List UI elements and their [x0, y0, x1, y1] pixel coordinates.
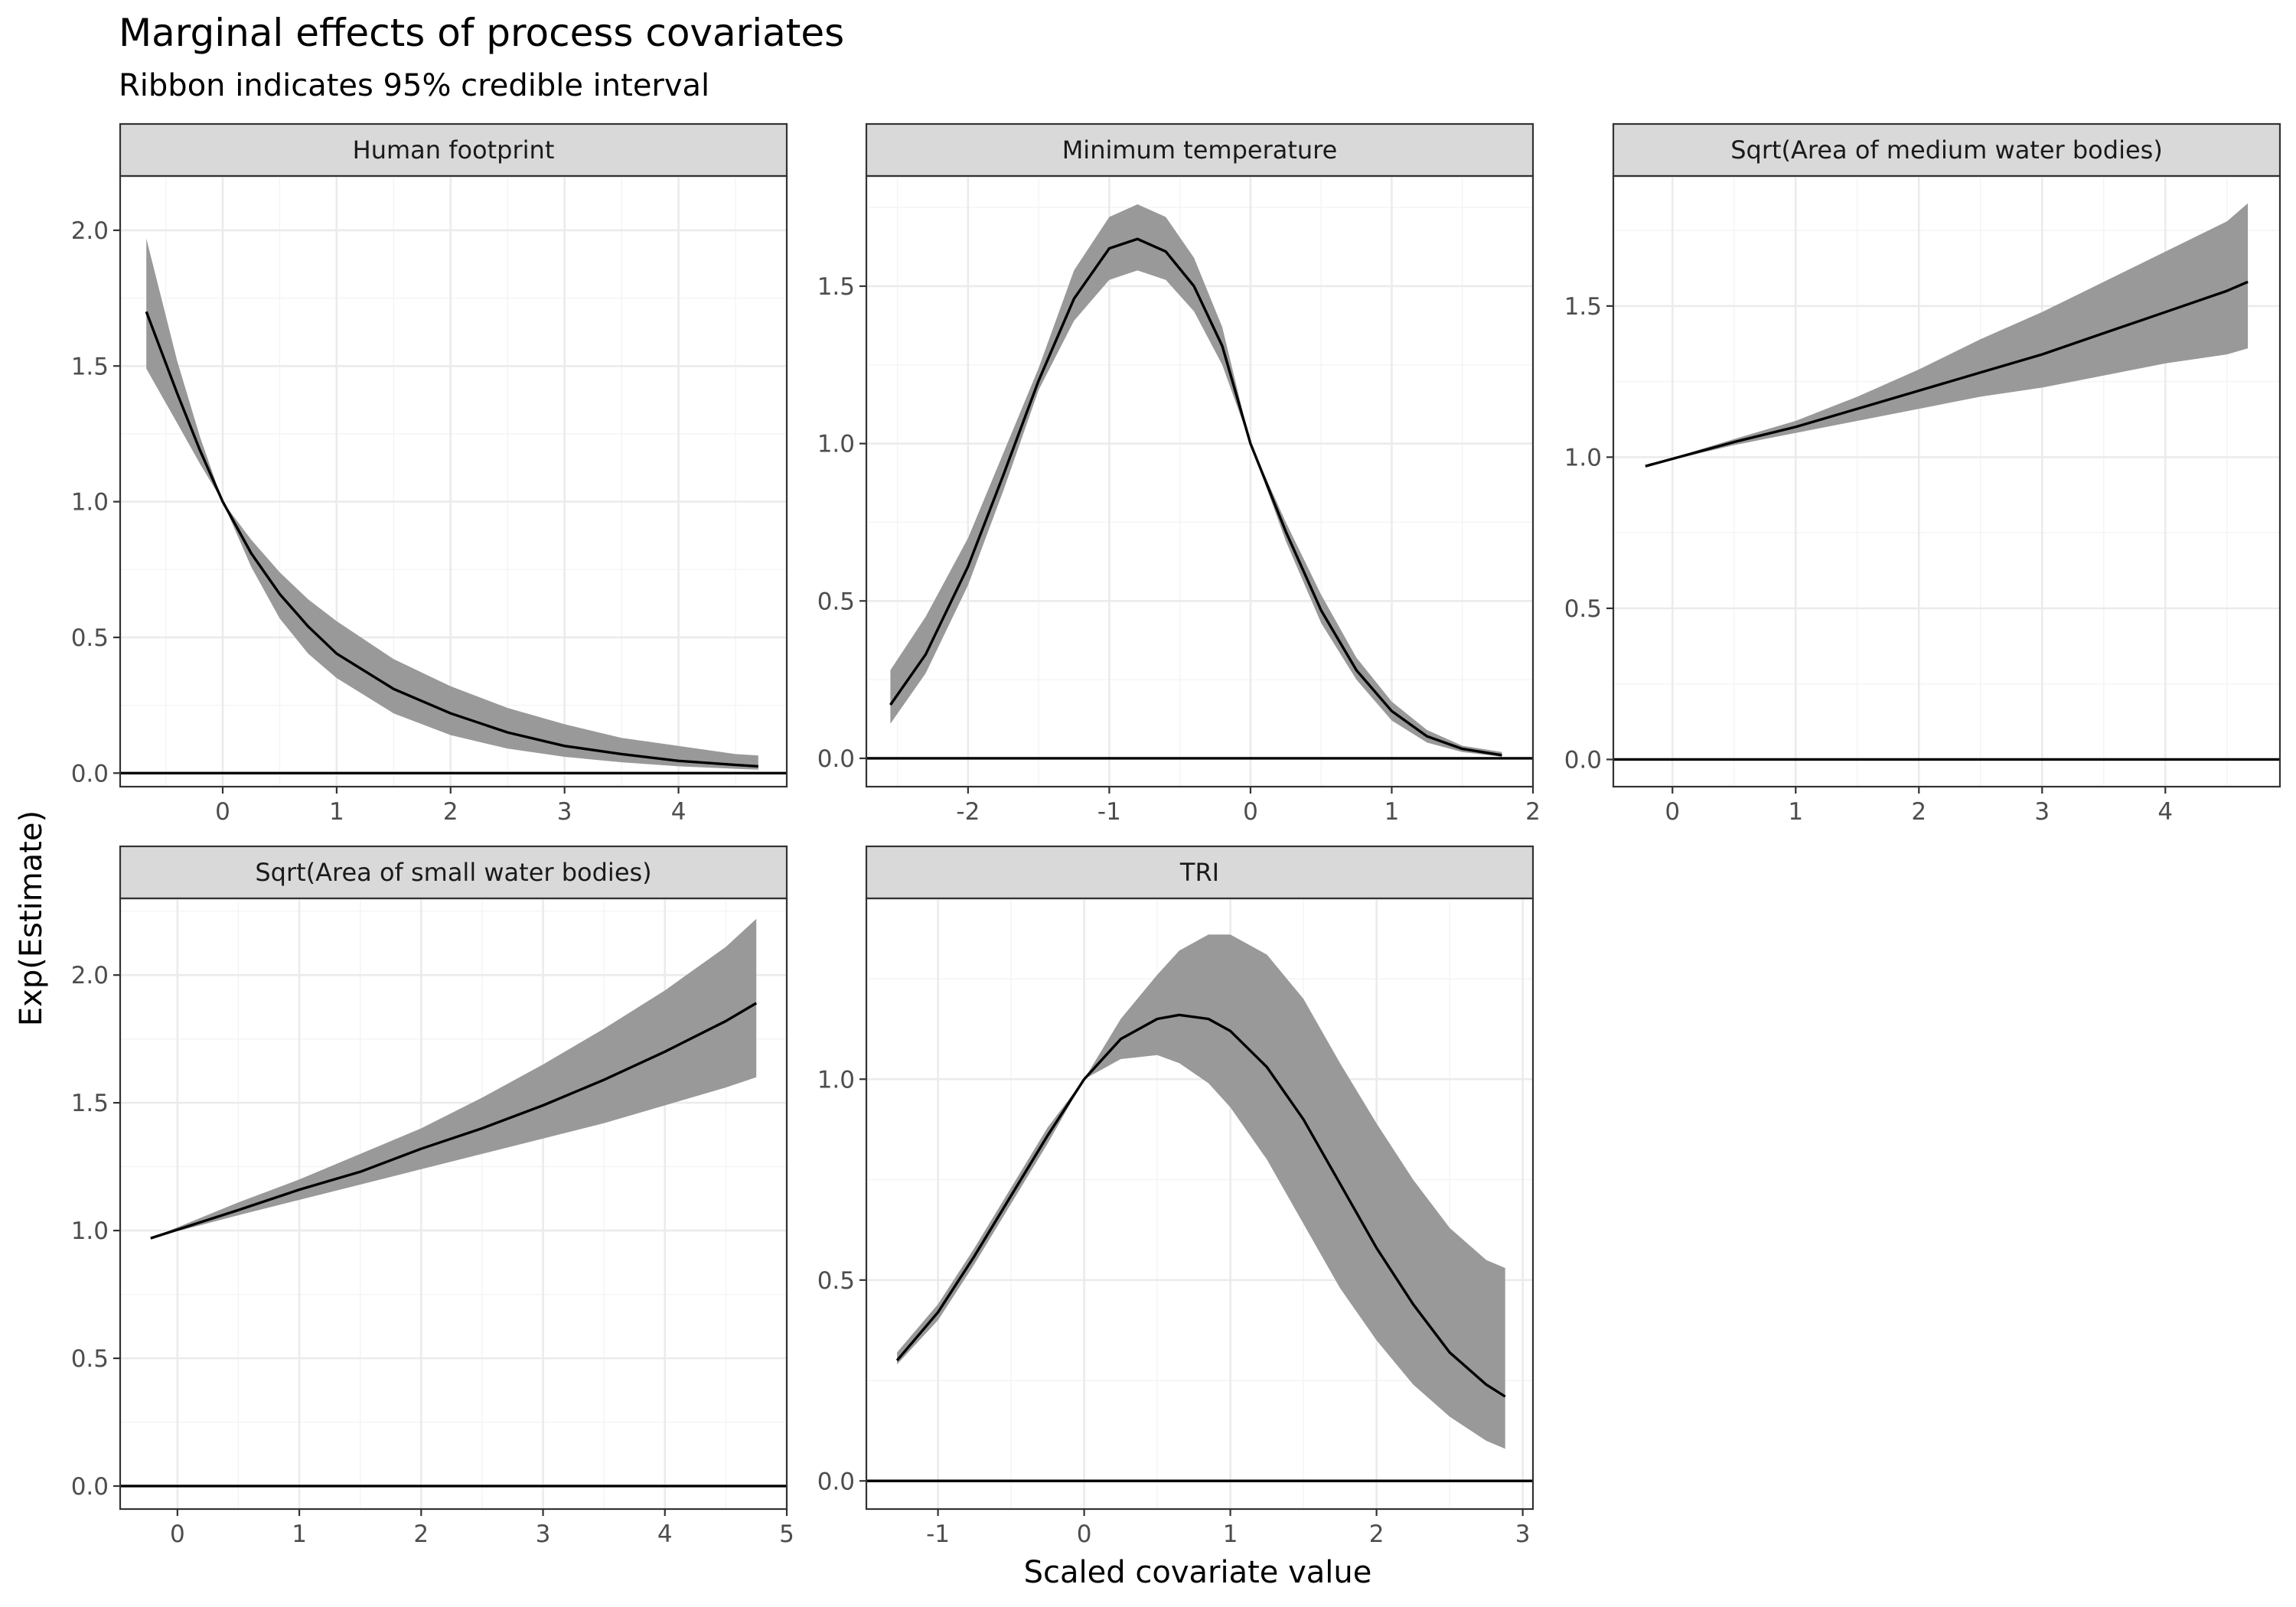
estimate-line	[895, 1013, 1506, 1398]
y-tick-label: 2.0	[71, 217, 109, 245]
credible-interval-ribbon	[890, 204, 1502, 757]
y-tick-label: 0.5	[71, 624, 109, 652]
credible-interval-ribbon	[1645, 203, 2249, 467]
x-tick-label: 0	[215, 798, 230, 826]
estimate-line	[150, 1002, 758, 1240]
y-tick-label: 0.0	[817, 745, 855, 773]
facet-strip-label: Human footprint	[353, 135, 555, 165]
x-tick-label: 3	[1515, 1521, 1531, 1548]
x-tick-label: 0	[170, 1521, 185, 1548]
chart-subtitle: Ribbon indicates 95% credible interval	[119, 68, 709, 103]
y-tick-label: 0.5	[817, 588, 855, 615]
x-tick-label: 2	[1525, 798, 1541, 826]
x-tick-label: -2	[956, 798, 980, 826]
facet-strip-label: Minimum temperature	[1062, 135, 1338, 165]
facet-panel-5: TRI -1 0 1 2 3 0.0 0.5 1.0	[817, 845, 1534, 1548]
facet-strip	[865, 122, 1534, 178]
x-tick-label: 4	[657, 1521, 673, 1548]
estimate-line	[889, 237, 1502, 757]
y-tick-label: 1.0	[817, 431, 855, 458]
y-tick-label: 0.0	[71, 1473, 109, 1501]
y-tick-label: 1.5	[71, 353, 109, 380]
facet-panel-2: Minimum temperature -2 -1 0 1 2 0.0 0.5 1.0 1.5	[817, 122, 1541, 826]
x-tick-label: 1	[329, 798, 344, 826]
y-tick-label: 2.0	[71, 962, 109, 989]
y-tick-label: 0.0	[71, 760, 109, 787]
x-tick-label: 0	[1077, 1521, 1092, 1548]
y-tick-label: 1.5	[817, 273, 855, 301]
facet-strip-label: TRI	[1179, 858, 1219, 887]
x-tick-label: 3	[536, 1521, 551, 1548]
y-tick-label: 1.0	[71, 489, 109, 517]
x-tick-label: 5	[779, 1521, 794, 1548]
x-tick-label: 1	[1384, 798, 1400, 826]
panel-border	[119, 897, 788, 1511]
y-tick-label: 0.0	[1564, 746, 1602, 774]
x-tick-label: -1	[1097, 798, 1121, 826]
estimate-line	[1645, 280, 2249, 468]
x-tick-label: 0	[1243, 798, 1258, 826]
panel-border	[865, 174, 1534, 788]
y-tick-label: 1.0	[1564, 444, 1602, 471]
x-tick-label: 4	[671, 798, 687, 826]
x-tick-label: 2	[443, 798, 458, 826]
y-tick-label: 0.5	[817, 1267, 855, 1295]
facet-panel-4: Sqrt(Area of small water bodies) 0 1 2 3 4 5 0.…	[71, 845, 794, 1548]
chart-title: Marginal effects of process covariates	[119, 11, 844, 55]
panel-border	[1612, 174, 2281, 788]
y-tick-label: 1.0	[71, 1217, 109, 1245]
x-tick-label: 3	[557, 798, 572, 826]
x-tick-label: 1	[1788, 798, 1803, 826]
credible-interval-ribbon	[146, 238, 758, 770]
x-tick-label: 0	[1665, 798, 1680, 826]
x-tick-label: 2	[1369, 1521, 1384, 1548]
x-tick-label: 2	[413, 1521, 429, 1548]
x-tick-label: 2	[1911, 798, 1926, 826]
y-tick-label: 1.5	[1564, 293, 1602, 321]
credible-interval-ribbon	[897, 934, 1505, 1449]
x-axis-title: Scaled covariate value	[1024, 1555, 1372, 1590]
y-axis-title: Exp(Estimate)	[14, 810, 49, 1026]
estimate-line	[145, 311, 758, 768]
facet-panels: Human footprint 0 1 2 3 4 0.0 0.5 1.0 1.5 2.0 Minim…	[71, 122, 2281, 1548]
x-tick-label: 4	[2157, 798, 2173, 826]
x-tick-label: 3	[2034, 798, 2050, 826]
y-tick-label: 0.5	[71, 1345, 109, 1373]
y-tick-label: 0.5	[1564, 595, 1602, 623]
facet-panel-3: Sqrt(Area of medium water bodies) 0 1 2 3 4 0.…	[1564, 122, 2281, 826]
y-tick-label: 0.0	[817, 1468, 855, 1495]
y-tick-label: 1.5	[71, 1090, 109, 1117]
panel-border	[865, 897, 1534, 1511]
credible-interval-ribbon	[150, 918, 757, 1239]
x-tick-label: 1	[1223, 1521, 1238, 1548]
panel-border	[119, 174, 788, 788]
x-tick-label: 1	[292, 1521, 307, 1548]
y-tick-label: 1.0	[817, 1066, 855, 1094]
facet-panel-1: Human footprint 0 1 2 3 4 0.0 0.5 1.0 1.5 2.0	[71, 122, 788, 826]
facet-strip-label: Sqrt(Area of small water bodies)	[255, 858, 651, 887]
facet-strip	[865, 845, 1534, 900]
facet-strip-label: Sqrt(Area of medium water bodies)	[1730, 135, 2163, 165]
x-tick-label: -1	[926, 1521, 950, 1548]
facet-strip	[119, 122, 788, 178]
